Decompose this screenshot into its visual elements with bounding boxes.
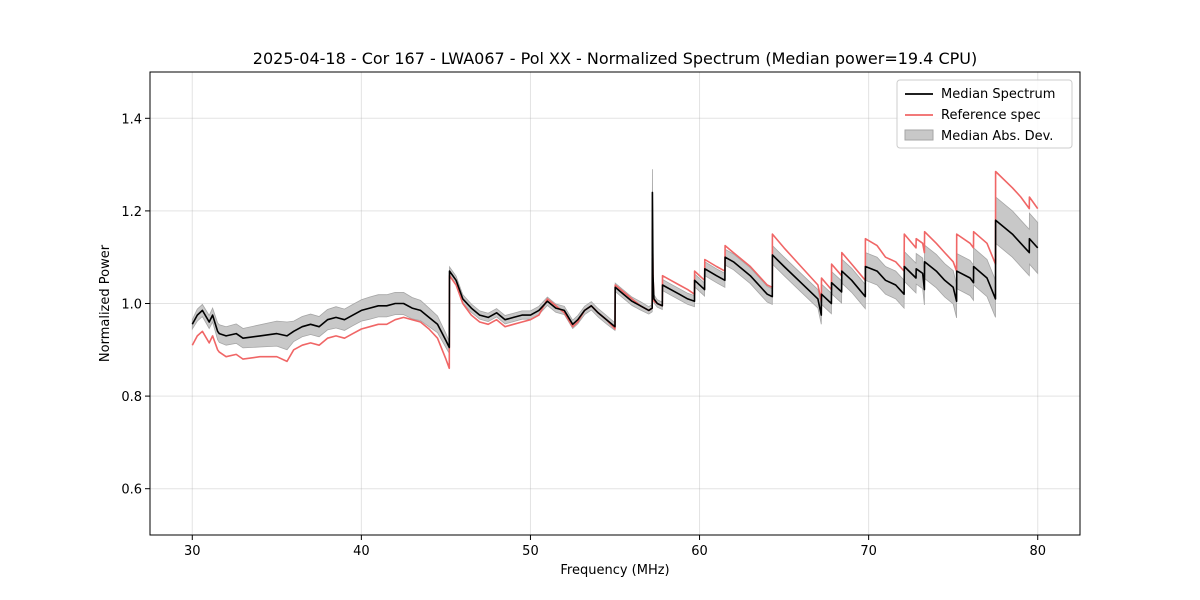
mad-band-layer — [191, 169, 1039, 356]
y-tick-label: 0.6 — [121, 483, 142, 498]
legend-mad-label: Median Abs. Dev. — [941, 129, 1053, 144]
legend: Median Spectrum Reference spec Median Ab… — [896, 79, 1073, 149]
y-tick-label: 1.0 — [121, 298, 142, 313]
median-spectrum-line — [191, 191, 1039, 349]
y-axis-label: Normalized Power — [98, 244, 113, 362]
y-tick-label: 0.8 — [121, 390, 142, 405]
x-ticks: 30 40 50 60 70 80 — [184, 535, 1046, 559]
legend-box — [896, 79, 1073, 149]
legend-reference-label: Reference spec — [941, 108, 1041, 123]
x-axis-label: Frequency (MHz) — [560, 563, 669, 578]
median-line-layer — [191, 191, 1039, 349]
x-tick-label: 60 — [691, 544, 708, 559]
x-tick-label: 50 — [522, 544, 539, 559]
y-tick-label: 1.4 — [121, 112, 142, 127]
y-ticks: 0.6 0.8 1.0 1.2 1.4 — [121, 112, 150, 498]
x-tick-label: 80 — [1029, 544, 1046, 559]
legend-median-label: Median Spectrum — [941, 87, 1055, 102]
x-tick-label: 70 — [860, 544, 877, 559]
x-tick-label: 40 — [353, 544, 370, 559]
y-tick-label: 1.2 — [121, 205, 142, 220]
chart-title: 2025-04-18 - Cor 167 - LWA067 - Pol XX -… — [253, 49, 977, 68]
mad-band — [191, 169, 1039, 356]
legend-mad-swatch — [904, 129, 934, 141]
x-tick-label: 30 — [184, 544, 201, 559]
